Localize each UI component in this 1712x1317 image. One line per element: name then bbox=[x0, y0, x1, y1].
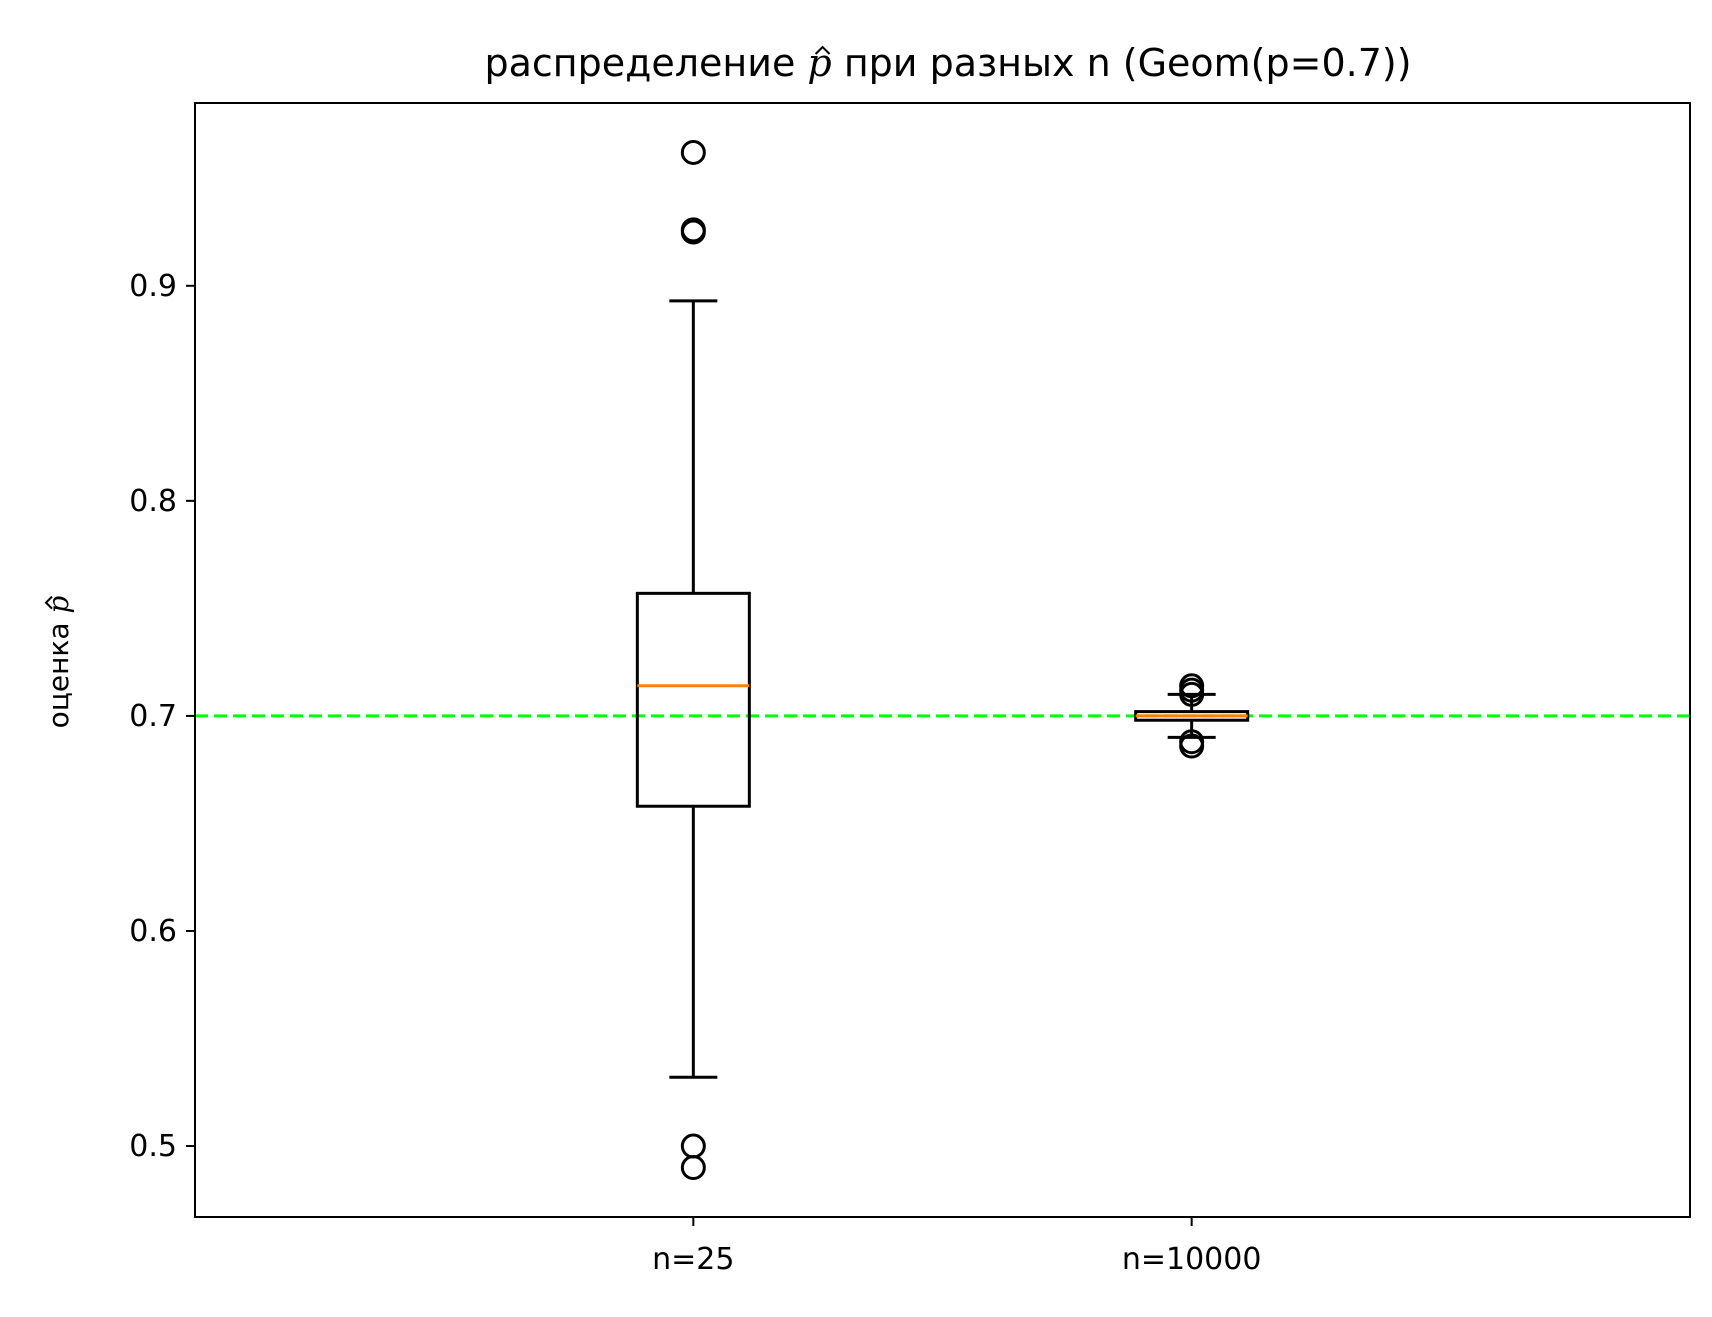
svg-text:оценка p: оценка p bbox=[42, 596, 75, 729]
plot-area: 0.5 0.6 0.7 0.8 0.9 n=25 n=10000 bbox=[129, 102, 1691, 1277]
box-n=10000 bbox=[1134, 673, 1250, 759]
y-axis-label-before: оценка bbox=[42, 614, 75, 729]
y-tick-label: 0.9 bbox=[129, 269, 177, 304]
y-axis-label: оценка p bbox=[42, 596, 75, 729]
ylabel-hat-accent bbox=[44, 595, 53, 610]
chart-title-after: при разных n (Geom(p=0.7)) bbox=[832, 41, 1412, 85]
chart-title: распределение p при разных n (Geom(p=0.7… bbox=[484, 41, 1411, 85]
title-hat-accent bbox=[814, 45, 831, 55]
y-tick-label: 0.8 bbox=[129, 484, 177, 519]
y-axis-label-symbol: p bbox=[42, 596, 75, 614]
x-tick-label: n=25 bbox=[652, 1242, 734, 1277]
box-n=25 bbox=[635, 139, 751, 1181]
outlier-point bbox=[680, 219, 706, 245]
outlier-point bbox=[680, 139, 706, 165]
chart-title-symbol: p bbox=[807, 41, 831, 85]
y-tick-label: 0.6 bbox=[129, 914, 177, 949]
outlier-point bbox=[1179, 733, 1205, 759]
x-tick-label: n=10000 bbox=[1122, 1242, 1262, 1277]
chart-title-before: распределение bbox=[484, 41, 807, 85]
outlier-point bbox=[1179, 681, 1205, 707]
axes-frame bbox=[194, 102, 1691, 1218]
y-tick-label: 0.7 bbox=[129, 699, 177, 734]
box-iqr bbox=[635, 591, 751, 808]
outlier-point bbox=[680, 1155, 706, 1181]
y-tick-label: 0.5 bbox=[129, 1129, 177, 1164]
